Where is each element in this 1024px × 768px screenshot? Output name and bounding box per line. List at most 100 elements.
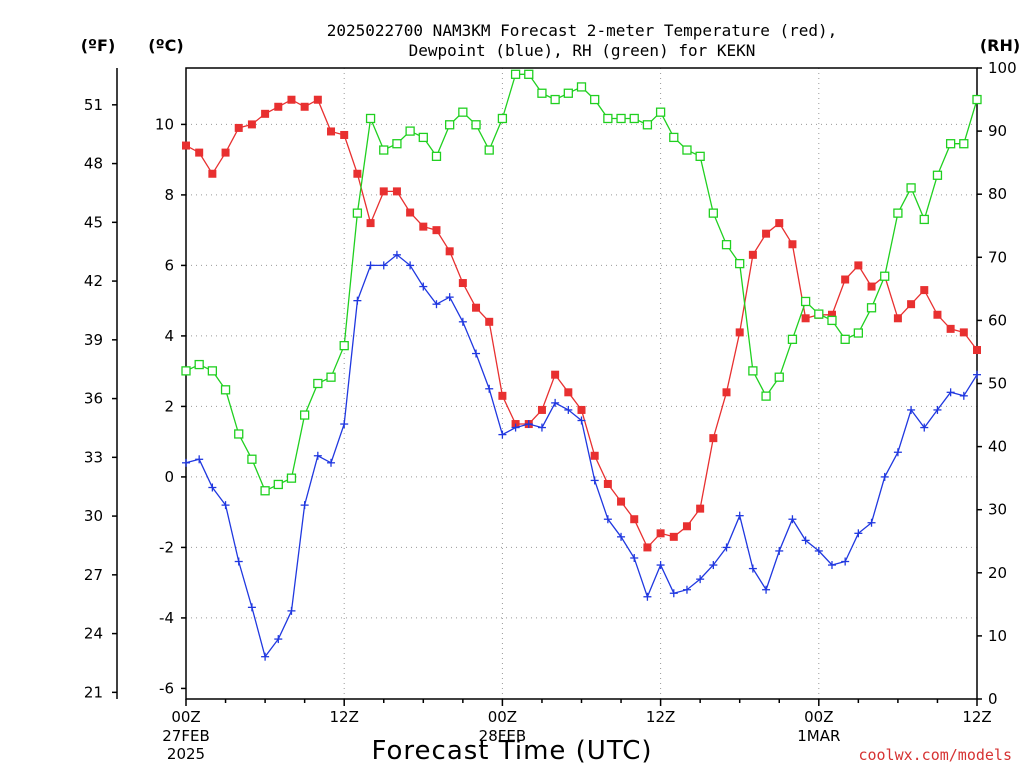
rh-point	[550, 94, 560, 105]
rh-point	[194, 359, 204, 370]
dewpoint-point	[234, 557, 243, 566]
temperature-point	[973, 346, 981, 355]
rh-point	[814, 309, 824, 319]
rh-point	[669, 132, 679, 143]
dewpoint-point	[537, 423, 546, 432]
x-tick-year: 2025	[167, 745, 205, 763]
dewpoint-point	[419, 282, 428, 291]
dewpoint-point	[735, 511, 744, 520]
fahrenheit-tick-label: 33	[84, 448, 103, 466]
celsius-tick-label: -6	[159, 679, 174, 697]
temperature-point	[630, 515, 639, 524]
dewpoint-point	[630, 553, 639, 562]
dewpoint-point	[353, 296, 362, 305]
dewpoint-point	[907, 405, 916, 414]
x-tick-label: 12Z	[962, 708, 991, 726]
dewpoint-point	[551, 398, 560, 407]
temperature-point	[669, 532, 678, 541]
axes: 2124273033363942454851-6-4-2024681001020…	[84, 59, 1017, 763]
dewpoint-point	[920, 423, 929, 432]
rh-point	[392, 139, 402, 149]
celsius-tick-label: 8	[164, 186, 174, 204]
fahrenheit-tick-label: 27	[84, 566, 103, 584]
rh-point	[247, 454, 257, 464]
rh-point	[932, 170, 943, 180]
temperature-point	[933, 310, 942, 319]
temperature-point	[247, 120, 256, 129]
rh-point	[748, 366, 758, 376]
temperature-point	[458, 279, 467, 288]
dewpoint-point	[274, 635, 283, 644]
rh-point	[590, 94, 600, 105]
dewpoint-point	[511, 423, 520, 432]
temperature-point	[722, 388, 731, 397]
rh-point	[273, 479, 283, 490]
rh-point	[352, 208, 363, 218]
fahrenheit-tick-label: 45	[84, 213, 103, 231]
x-tick-label: 00Z	[804, 708, 833, 726]
temperature-point	[788, 240, 797, 249]
temperature-point	[182, 141, 190, 150]
fahrenheit-axis-label: (ºF)	[81, 36, 116, 55]
dewpoint-point	[300, 501, 309, 510]
celsius-tick-label: -4	[159, 609, 174, 627]
temperature-point	[841, 275, 850, 284]
temperature-point	[287, 95, 296, 104]
rh-axis-label: (RH)	[980, 36, 1020, 55]
rh-point	[655, 107, 666, 117]
celsius-tick-label: 6	[164, 256, 174, 274]
rh-tick-label: 100	[988, 59, 1017, 77]
fahrenheit-tick-label: 21	[84, 683, 103, 701]
dewpoint-point	[221, 501, 230, 510]
temperature-point	[366, 219, 375, 228]
rh-point	[761, 391, 771, 401]
temperature-point	[682, 522, 691, 531]
rh-tick-label: 40	[988, 438, 1007, 456]
dewpoint-point	[709, 561, 718, 570]
dewpoint-point	[973, 370, 981, 379]
temperature-point	[827, 310, 836, 319]
temperature-point	[643, 543, 652, 552]
chart-title-line2: Dewpoint (blue), RH (green) for KEKN	[409, 41, 756, 60]
dewpoint-point	[327, 458, 336, 467]
rh-point	[906, 183, 916, 193]
celsius-tick-label: 4	[164, 327, 174, 345]
rh-line	[185, 73, 978, 492]
dewpoint-point	[445, 293, 454, 302]
rh-point	[959, 139, 969, 149]
rh-point	[471, 120, 481, 130]
rh-point	[234, 429, 244, 439]
dewpoint-point	[458, 317, 467, 326]
x-tick-label: 12Z	[646, 708, 675, 726]
celsius-tick-label: -2	[159, 538, 174, 556]
x-tick-date: 28FEB	[479, 727, 526, 745]
rh-point	[616, 113, 626, 124]
temperature-point	[406, 208, 415, 217]
dewpoint-point	[946, 388, 955, 397]
temperature-point	[946, 324, 955, 333]
temperature-point	[893, 314, 902, 323]
temperature-point	[537, 405, 546, 414]
rh-point	[880, 271, 890, 281]
temperature-point	[735, 328, 744, 337]
rh-tick-label: 70	[988, 248, 1007, 266]
temperature-point	[274, 102, 283, 111]
temperature-point	[551, 370, 560, 379]
temperature-point	[907, 300, 916, 309]
dewpoint-point	[379, 261, 388, 270]
dewpoint-point	[340, 420, 349, 429]
celsius-tick-label: 2	[164, 397, 174, 415]
temperature-point	[392, 187, 401, 196]
rh-tick-label: 20	[988, 564, 1007, 582]
temperature-point	[801, 314, 810, 323]
temperature-point	[445, 247, 454, 256]
rh-point	[207, 366, 218, 376]
dewpoint-point	[524, 420, 533, 429]
rh-point	[286, 473, 297, 483]
rh-tick-label: 80	[988, 185, 1007, 203]
dewpoint-point	[603, 515, 612, 524]
series-layer	[181, 69, 982, 661]
rh-tick-label: 10	[988, 627, 1007, 645]
dewpoint-point	[287, 606, 296, 615]
